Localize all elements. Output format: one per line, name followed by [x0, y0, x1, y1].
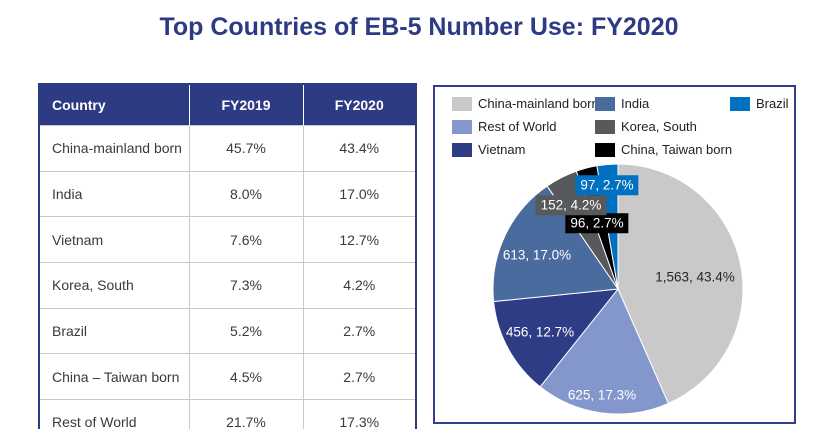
value-cell: 2.7% — [302, 307, 417, 355]
value-cell: 5.2% — [188, 307, 304, 355]
legend-swatch-icon — [595, 142, 615, 157]
legend-label: Brazil — [756, 96, 789, 111]
country-cell: India — [38, 170, 190, 218]
country-cell: Brazil — [38, 307, 190, 355]
countries-table: Country FY2019 FY2020 China-mainland bor… — [38, 83, 417, 429]
value-cell: 4.2% — [302, 262, 417, 309]
table-row: India 8.0% 17.0% — [38, 170, 417, 218]
page: { "title": "Top Countries of EB-5 Number… — [0, 13, 838, 429]
table-row: Korea, South 7.3% 4.2% — [38, 262, 417, 309]
value-cell: 12.7% — [302, 216, 417, 264]
legend-swatch-icon — [452, 142, 472, 157]
legend-swatch-icon — [595, 96, 615, 111]
column-header-fy2020: FY2020 — [303, 84, 416, 126]
table-header: Country FY2019 FY2020 — [39, 84, 416, 126]
country-cell: Rest of World — [38, 399, 190, 429]
table-row: China-mainland born 45.7% 43.4% — [38, 125, 417, 172]
pie-slice-vietnam — [493, 288, 619, 388]
legend-label: India — [621, 96, 650, 111]
value-cell: 17.0% — [302, 170, 417, 218]
table-row: Vietnam 7.6% 12.7% — [38, 216, 417, 264]
table-body: China-mainland born 45.7% 43.4% India 8.0% 17… — [38, 125, 417, 429]
legend-label: China-mainland born — [478, 96, 599, 111]
chart-legend: China-mainland born India Brazil Rest of Wo… — [452, 96, 789, 166]
value-cell: 45.7% — [188, 125, 304, 172]
value-cell: 21.7% — [188, 399, 304, 429]
value-cell: 8.0% — [188, 170, 304, 218]
legend-label: China, Taiwan born — [621, 142, 733, 157]
legend-swatch-icon — [452, 119, 472, 134]
legend-item: Brazil — [730, 96, 789, 111]
pie-chart-panel: 1,563, 43.4% 625, 17.3% 456, 12.7% 613, 17.… — [433, 85, 796, 424]
legend-swatch-icon — [595, 119, 615, 134]
legend-item: India — [595, 96, 649, 111]
country-cell: Korea, South — [38, 262, 190, 309]
country-cell: China – Taiwan born — [38, 353, 190, 401]
legend-swatch-icon — [452, 96, 472, 111]
legend-label: Vietnam — [478, 142, 526, 157]
column-header-country: Country — [39, 84, 190, 126]
table-row: Rest of World 21.7% 17.3% — [38, 399, 417, 429]
page-title: Top Countries of EB-5 Number Use: FY2020 — [159, 13, 679, 41]
table-header-row: Country FY2019 FY2020 — [39, 84, 416, 126]
pie-slice-china-mainland-born — [617, 163, 744, 404]
legend-item: China, Taiwan born — [595, 142, 732, 157]
legend-item: Korea, South — [595, 119, 697, 134]
pie-slice-rest-of-world — [539, 288, 669, 415]
legend-swatch-icon — [730, 96, 750, 111]
table-row: Brazil 5.2% 2.7% — [38, 307, 417, 355]
legend-item: Rest of World — [452, 119, 557, 134]
country-cell: Vietnam — [38, 216, 190, 264]
country-cell: China-mainland born — [38, 125, 190, 172]
value-cell: 17.3% — [302, 399, 417, 429]
table-row: China – Taiwan born 4.5% 2.7% — [38, 353, 417, 401]
legend-item: Vietnam — [452, 142, 525, 157]
legend-item: China-mainland born — [452, 96, 599, 111]
value-cell: 7.3% — [188, 262, 304, 309]
pie-slice-india — [492, 185, 619, 303]
value-cell: 43.4% — [302, 125, 417, 172]
value-cell: 4.5% — [188, 353, 304, 401]
value-cell: 7.6% — [188, 216, 304, 264]
column-header-fy2019: FY2019 — [189, 84, 304, 126]
legend-label: Korea, South — [621, 119, 697, 134]
value-cell: 2.7% — [302, 353, 417, 401]
legend-label: Rest of World — [478, 119, 557, 134]
